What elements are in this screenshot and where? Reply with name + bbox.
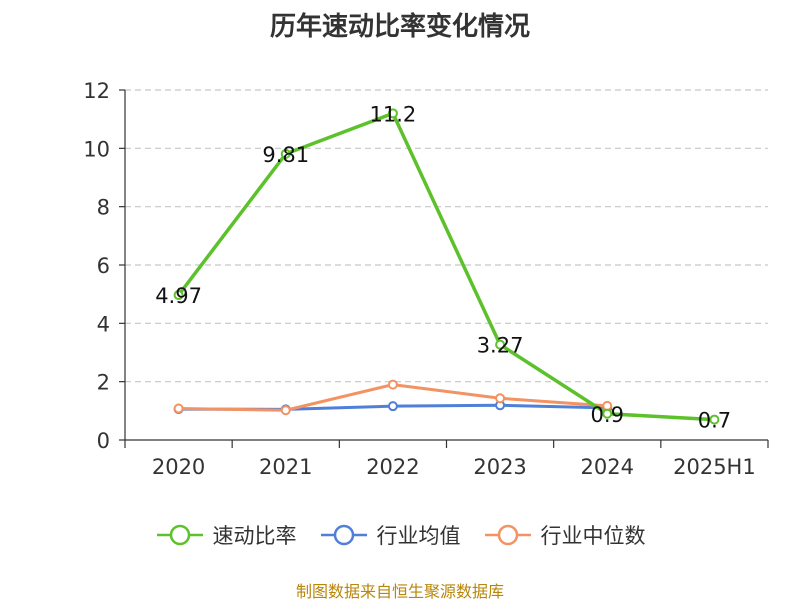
x-tick-label: 2025H1 <box>673 455 756 479</box>
y-tick-label: 2 <box>97 371 110 395</box>
quick-ratio-legend-icon <box>156 524 203 546</box>
y-tick-label: 12 <box>83 79 110 103</box>
legend: 速动比率 行业均值 行业中位数 <box>0 520 800 550</box>
y-tick-label: 10 <box>83 137 110 161</box>
y-tick-label: 8 <box>97 196 110 220</box>
legend-item-industry-median[interactable]: 行业中位数 <box>483 520 646 550</box>
data-label: 3.27 <box>477 334 524 358</box>
data-label: 11.2 <box>370 102 417 126</box>
y-tick-label: 6 <box>97 254 110 278</box>
data-point <box>280 405 291 416</box>
data-point <box>387 108 398 119</box>
series-line-0 <box>177 111 715 422</box>
y-tick-label: 4 <box>97 312 110 336</box>
x-tick-label: 2023 <box>473 455 526 479</box>
chart-title: 历年速动比率变化情况 <box>269 12 530 42</box>
legend-label: 行业均值 <box>376 524 461 548</box>
x-tick-label: 2021 <box>259 455 312 479</box>
industry-median-legend-icon <box>484 524 531 546</box>
data-point <box>387 379 398 390</box>
data-source-note: 制图数据来自恒生聚源数据库 <box>295 582 504 601</box>
data-point <box>173 403 184 414</box>
data-point <box>495 339 506 350</box>
data-label: 4.97 <box>155 284 202 308</box>
data-label: 0.9 <box>591 403 624 427</box>
data-point <box>387 401 398 412</box>
y-tick-label: 0 <box>97 429 110 453</box>
data-point <box>173 290 184 301</box>
data-point <box>709 414 720 425</box>
legend-item-industry-mean[interactable]: 行业均值 <box>319 520 461 550</box>
legend-label: 行业中位数 <box>540 524 646 548</box>
data-point <box>602 408 613 419</box>
x-tick-label: 2020 <box>152 455 205 479</box>
x-tick-label: 2022 <box>366 455 419 479</box>
legend-item-quick-ratio[interactable]: 速动比率 <box>155 520 297 550</box>
industry-mean-legend-icon <box>320 524 367 546</box>
data-label: 0.7 <box>698 409 731 433</box>
data-point <box>280 148 291 159</box>
data-label: 9.81 <box>262 143 309 167</box>
data-point <box>495 393 506 404</box>
legend-label: 速动比率 <box>212 524 297 548</box>
x-tick-label: 2024 <box>581 455 634 479</box>
